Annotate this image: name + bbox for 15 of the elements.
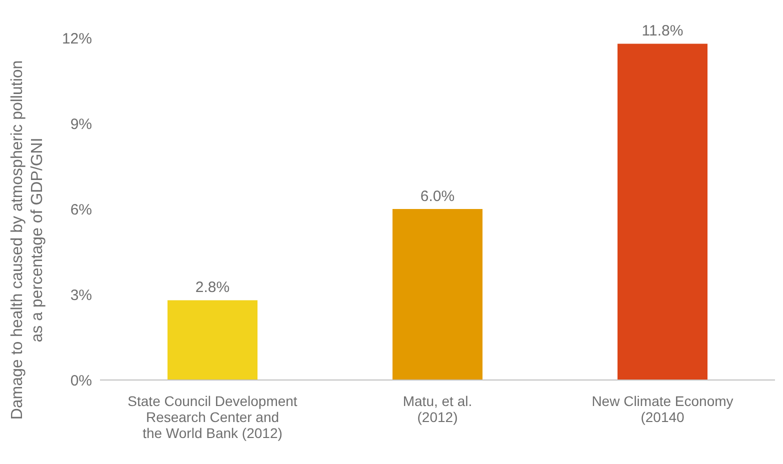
x-tick-label: New Climate Economy (20140	[592, 393, 734, 425]
y-tick-label: 6%	[70, 201, 92, 218]
y-tick-label: 9%	[70, 116, 92, 133]
y-tick-label: 3%	[70, 286, 92, 304]
data-label: 11.8%	[642, 22, 684, 40]
x-tick-label: Matu, et al. (2012)	[402, 393, 472, 425]
y-tick-label: 12%	[62, 30, 92, 48]
bar	[618, 44, 708, 380]
y-tick-label: 0%	[70, 372, 92, 390]
y-axis-title: Damage to health caused by atmospheric pollution as a percentage of GDP/GNI	[9, 60, 46, 420]
data-label: 2.8%	[195, 279, 230, 296]
data-label: 6.0%	[420, 188, 455, 205]
bar	[168, 300, 258, 380]
bar	[392, 209, 482, 380]
x-tick-label: State Council Development Research Center and the World Bank (2012)	[128, 393, 298, 441]
